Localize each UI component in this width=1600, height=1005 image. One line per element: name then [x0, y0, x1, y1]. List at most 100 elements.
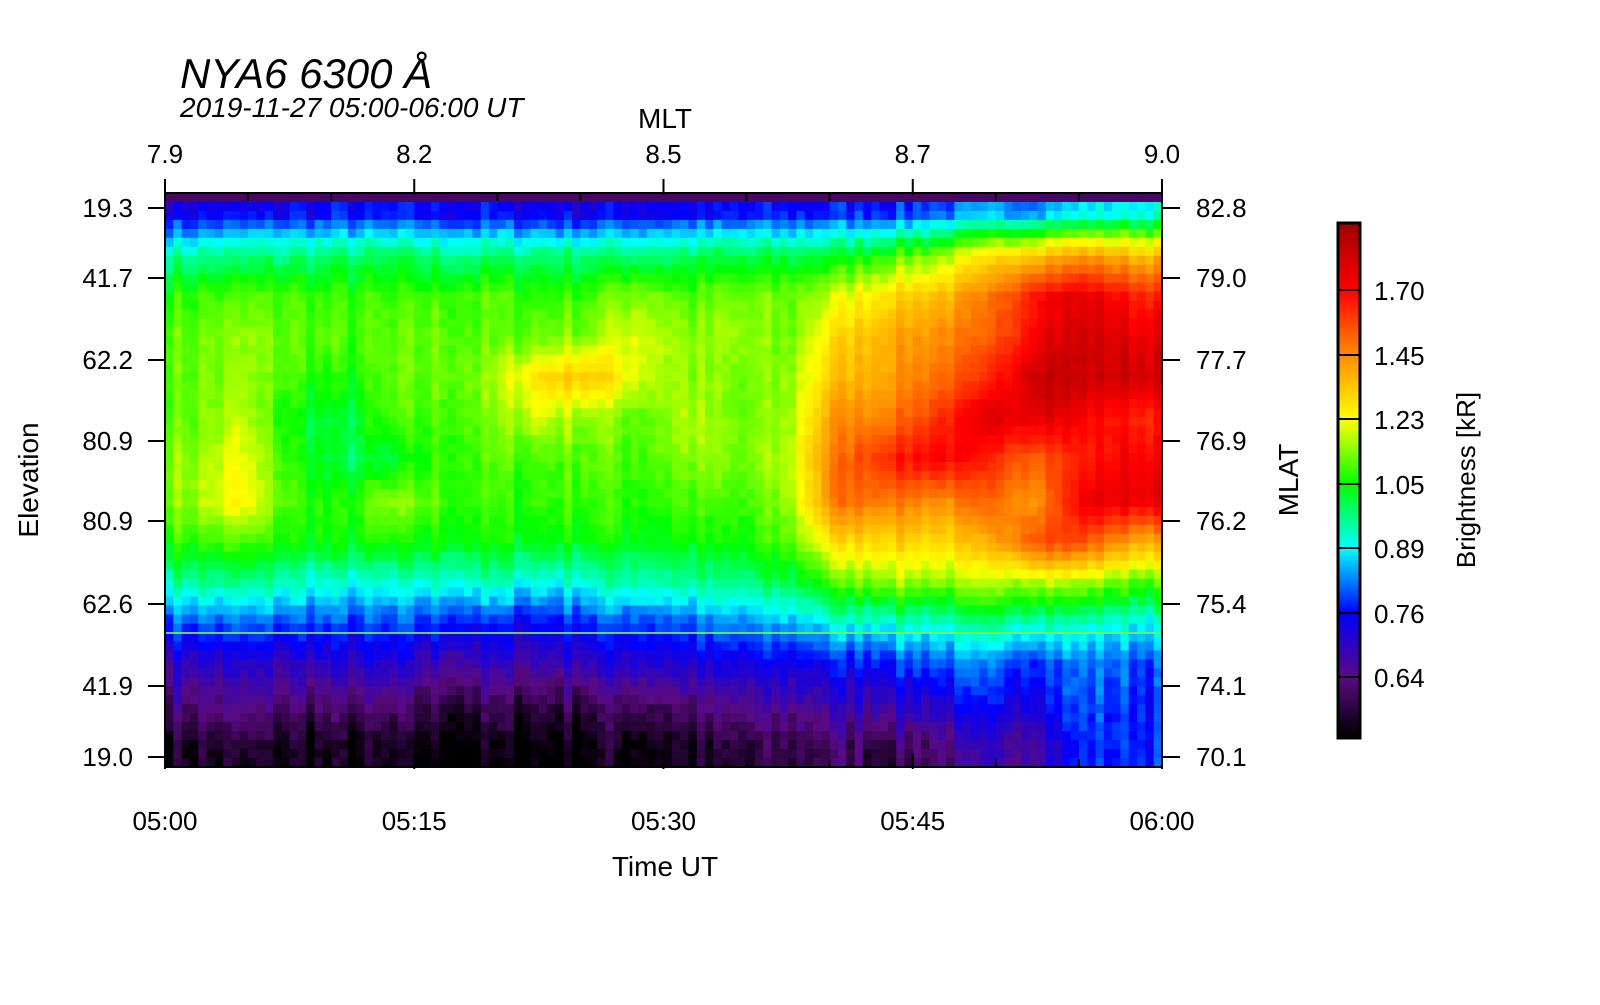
heatmap-cell — [813, 327, 822, 338]
heatmap-cell — [763, 381, 773, 391]
heatmap-cell — [372, 497, 382, 508]
heatmap-cell — [372, 246, 382, 257]
heatmap-cell — [547, 524, 557, 535]
heatmap-cell — [306, 408, 316, 418]
heatmap-cell — [372, 228, 382, 239]
heatmap-cell — [912, 273, 922, 284]
heatmap-cell — [555, 228, 565, 239]
heatmap-cell — [281, 408, 291, 418]
heatmap-cell — [397, 551, 407, 562]
heatmap-cell — [646, 551, 656, 562]
heatmap-cell — [862, 381, 872, 391]
heatmap-cell — [430, 300, 440, 311]
heatmap-cell — [821, 435, 831, 445]
heatmap-cell — [597, 560, 606, 571]
heatmap-cell — [555, 193, 565, 203]
heatmap-cell — [480, 426, 490, 436]
heatmap-cell — [480, 453, 490, 463]
heatmap-cell — [223, 515, 233, 526]
heatmap-cell — [829, 488, 839, 499]
heatmap-cell — [779, 453, 789, 463]
heatmap-cell — [497, 426, 507, 436]
heatmap-cell — [198, 471, 208, 481]
heatmap-cell — [347, 210, 357, 221]
heatmap-cell — [472, 551, 482, 562]
heatmap-cell — [1120, 390, 1130, 400]
heatmap-cell — [430, 309, 440, 320]
heatmap-cell — [713, 390, 723, 400]
heatmap-cell — [1095, 524, 1105, 535]
heatmap-cell — [189, 453, 199, 463]
heatmap-cell — [1103, 462, 1113, 472]
heatmap-cell — [522, 560, 532, 571]
heatmap-cell — [912, 210, 922, 221]
heatmap-cell — [547, 426, 557, 436]
heatmap-cell — [472, 309, 482, 320]
heatmap-cell — [613, 417, 623, 427]
heatmap-cell — [871, 255, 881, 266]
heatmap-cell — [538, 426, 548, 436]
heatmap-cell — [630, 533, 640, 544]
heatmap-cell — [397, 210, 407, 221]
heatmap-cell — [680, 480, 690, 490]
heatmap-cell — [713, 318, 723, 329]
heatmap-cell — [646, 363, 656, 373]
heatmap-cell — [239, 237, 249, 248]
heatmap-cell — [1020, 515, 1030, 526]
heatmap-cell — [1112, 417, 1122, 427]
heatmap-cell — [306, 506, 316, 517]
heatmap-cell — [680, 515, 690, 526]
heatmap-cell — [729, 515, 739, 526]
heatmap-cell — [879, 471, 889, 481]
heatmap-cell — [605, 282, 615, 293]
heatmap-cell — [921, 336, 930, 347]
heatmap-cell — [713, 210, 723, 221]
heatmap-cell — [688, 300, 698, 311]
heatmap-cell — [1004, 300, 1014, 311]
heatmap-cell — [688, 506, 698, 517]
heatmap-cell — [555, 255, 565, 266]
heatmap-cell — [381, 435, 390, 445]
heatmap-cell — [439, 560, 449, 571]
heatmap-cell — [513, 560, 523, 571]
heatmap-cell — [613, 408, 623, 418]
heatmap-cell — [779, 408, 789, 418]
heatmap-cell — [987, 551, 997, 562]
heatmap-cell — [754, 551, 764, 562]
heatmap-cell — [256, 210, 266, 221]
heatmap-cell — [231, 408, 241, 418]
heatmap-cell — [987, 399, 997, 409]
heatmap-cell — [837, 273, 847, 284]
heatmap-cell — [979, 515, 989, 526]
heatmap-cell — [680, 462, 690, 472]
heatmap-cell — [497, 542, 507, 553]
heatmap-cell — [779, 488, 789, 499]
heatmap-cell — [206, 399, 216, 409]
heatmap-cell — [289, 462, 299, 472]
heatmap-cell — [655, 318, 665, 329]
heatmap-cell — [663, 381, 673, 391]
heatmap-cell — [1037, 533, 1047, 544]
heatmap-cell — [1078, 533, 1088, 544]
heatmap-cell — [1037, 210, 1047, 221]
heatmap-cell — [455, 219, 465, 230]
heatmap-cell — [1004, 524, 1014, 535]
heatmap-cell — [256, 228, 266, 239]
heatmap-cell — [1029, 318, 1038, 329]
heatmap-cell — [1095, 210, 1105, 221]
heatmap-cell — [605, 488, 615, 499]
heatmap-cell — [223, 193, 233, 203]
heatmap-cell — [1103, 363, 1113, 373]
heatmap-cell — [896, 345, 906, 356]
heatmap-cell — [1137, 497, 1146, 508]
heatmap-cell — [713, 193, 723, 203]
heatmap-cell — [1012, 193, 1022, 203]
heatmap-cell — [538, 390, 548, 400]
heatmap-cell — [555, 201, 565, 212]
heatmap-cell — [945, 327, 955, 338]
heatmap-cell — [979, 219, 989, 230]
heatmap-cell — [214, 273, 224, 284]
heatmap-cell — [165, 542, 174, 553]
heatmap-cell — [995, 201, 1005, 212]
heatmap-cell — [705, 488, 714, 499]
